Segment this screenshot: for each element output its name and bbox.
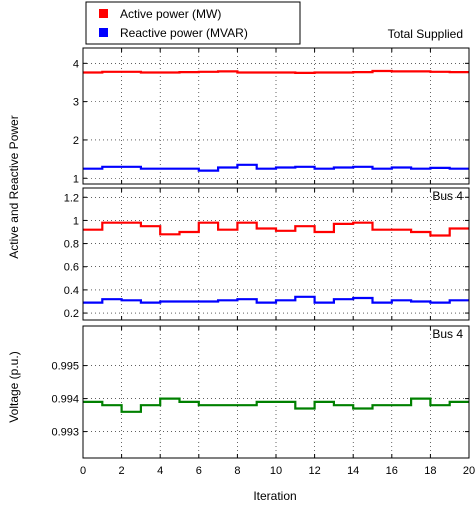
y-tick-label: 4 (73, 58, 79, 70)
x-axis-label: Iteration (253, 489, 296, 503)
series-line-voltage (83, 397, 469, 413)
y-axis-label-power: Active and Reactive Power (7, 115, 21, 258)
legend: Active power (MW) Reactive power (MVAR) (85, 1, 301, 45)
x-tick-label: 12 (308, 465, 320, 477)
x-tick-label: 6 (196, 465, 202, 477)
x-tick-label: 14 (347, 465, 359, 477)
series-line-reactive (83, 295, 469, 304)
panel-title: Bus 4 (432, 327, 463, 341)
y-axis-label-voltage: Voltage (p.u.) (7, 351, 21, 422)
panel-total-supplied: 1 2 3 4 Total Supplied (73, 27, 470, 185)
panel-title: Total Supplied (388, 27, 463, 41)
y-tick-label: 0.6 (64, 262, 79, 274)
x-tick-label: 16 (386, 465, 398, 477)
legend-label-active: Active power (MW) (120, 7, 221, 21)
y-tick-label: 0.4 (64, 285, 79, 297)
legend-swatch-reactive (99, 28, 108, 37)
series-line-active (83, 221, 469, 237)
x-tick-label: 0 (80, 465, 86, 477)
y-tick-label: 2 (73, 135, 79, 147)
legend-label-reactive: Reactive power (MVAR) (120, 26, 248, 40)
x-tick-label: 18 (424, 465, 436, 477)
panel-bus4-voltage: 0.993 0.994 0.995 0 2 4 6 8 10 12 14 16 18 20 Bus 4 (51, 325, 475, 477)
panel-bus4-power: 0.2 0.4 0.6 0.8 1 1.2 Bus 4 (64, 187, 470, 321)
x-tick-label: 8 (234, 465, 240, 477)
legend-swatch-active (99, 9, 108, 18)
x-tick-label: 2 (119, 465, 125, 477)
series-line-reactive (83, 163, 469, 172)
x-tick-label: 4 (157, 465, 163, 477)
series-line-active (83, 69, 469, 74)
y-tick-label: 0.2 (64, 308, 79, 320)
y-tick-label: 1 (73, 215, 79, 227)
x-tick-label: 20 (463, 465, 475, 477)
y-tick-label: 1 (73, 173, 79, 185)
legend-box (85, 1, 301, 45)
y-tick-label: 0.995 (51, 361, 79, 373)
y-tick-label: 0.8 (64, 239, 79, 251)
y-tick-label: 0.993 (51, 427, 79, 439)
panel-title: Bus 4 (432, 189, 463, 203)
plot-area (83, 188, 469, 320)
y-tick-label: 0.994 (51, 394, 79, 406)
y-tick-label: 3 (73, 97, 79, 109)
x-tick-label: 10 (270, 465, 282, 477)
plot-area (83, 326, 469, 458)
y-tick-label: 1.2 (64, 192, 79, 204)
